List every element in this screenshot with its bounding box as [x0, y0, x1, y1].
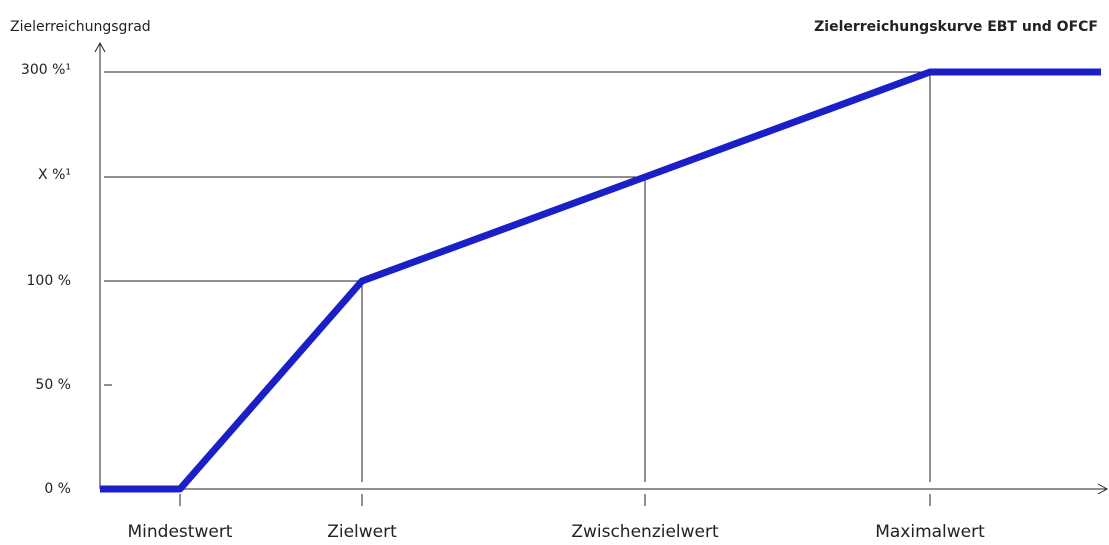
y-label: 300 %¹	[21, 62, 71, 78]
x-label: Zielwert	[327, 522, 397, 542]
x-label: Maximalwert	[875, 522, 985, 542]
reference-lines	[104, 71, 931, 506]
y-axis-title: Zielerreichungsgrad	[10, 19, 151, 35]
curve	[100, 68, 1101, 493]
x-label: Zwischenzielwert	[571, 522, 719, 542]
y-label: 0 %	[44, 481, 71, 497]
title: Zielerreichungskurve EBT und OFCF	[814, 19, 1098, 35]
y-label: 50 %	[35, 377, 71, 393]
x-arrow	[1097, 483, 1109, 495]
axes	[94, 41, 1109, 495]
x-label: Mindestwert	[128, 522, 233, 542]
y-label: 100 %	[27, 273, 71, 289]
y-label: X %¹	[38, 167, 71, 183]
y-arrow	[94, 41, 106, 53]
